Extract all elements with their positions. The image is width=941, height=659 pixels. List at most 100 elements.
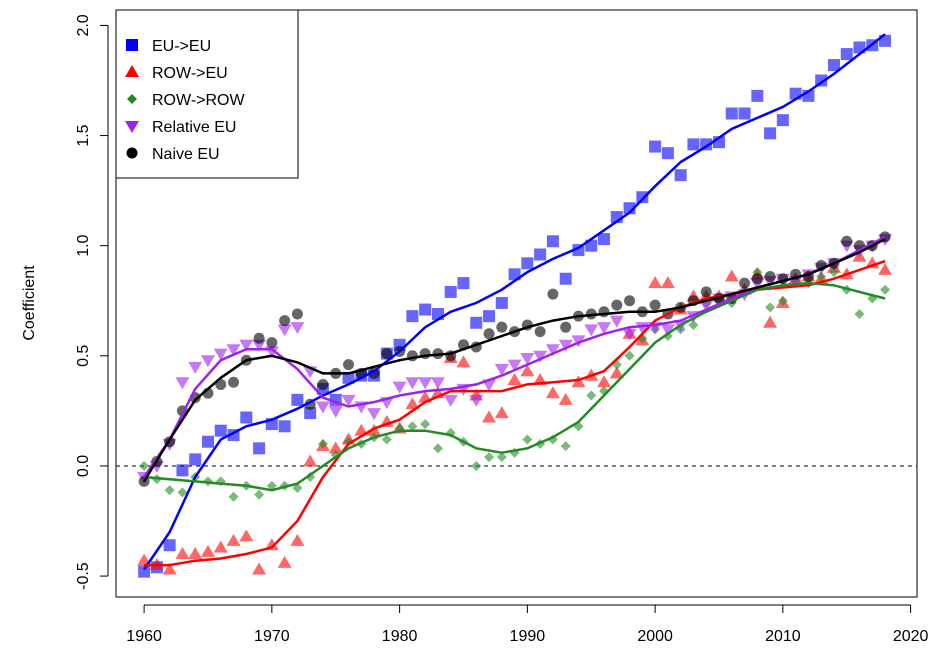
x-tick-label: 1980 (382, 628, 418, 645)
point (368, 367, 380, 379)
point (328, 441, 343, 454)
point (470, 316, 483, 329)
point (367, 408, 382, 421)
point (854, 308, 865, 319)
point (751, 273, 763, 285)
point (381, 434, 392, 445)
point (508, 268, 521, 281)
point (162, 562, 177, 575)
point (290, 322, 305, 335)
point (226, 344, 241, 357)
point (407, 421, 418, 432)
point (495, 296, 508, 309)
point (507, 359, 522, 372)
point (521, 257, 534, 270)
point (252, 562, 267, 575)
y-axis-label: Coefficient (21, 265, 38, 341)
point (520, 364, 535, 377)
point (558, 339, 573, 352)
point (560, 441, 571, 452)
point (660, 276, 675, 289)
point (277, 324, 292, 337)
point (253, 332, 265, 344)
point (559, 272, 572, 285)
point (776, 114, 789, 127)
legend: EU->EU ROW->EU ROW->ROW Relative EU Naive EU (115, 9, 299, 179)
point (290, 533, 305, 546)
point (725, 107, 738, 120)
point (699, 300, 714, 313)
point (522, 434, 533, 445)
point (420, 419, 431, 430)
point (880, 284, 891, 295)
point (189, 453, 202, 466)
point (252, 339, 267, 352)
legend-label: Naive EU (152, 146, 220, 163)
point (317, 438, 328, 449)
point (419, 303, 432, 316)
point (240, 411, 253, 424)
point (494, 364, 509, 377)
point (700, 286, 712, 298)
point (674, 169, 687, 182)
point (139, 460, 150, 471)
point (343, 436, 354, 447)
point (765, 302, 776, 313)
point (598, 306, 610, 318)
plot-box (115, 9, 918, 598)
point (279, 315, 291, 327)
point (624, 350, 635, 361)
point (213, 540, 228, 553)
point (739, 277, 751, 289)
point (609, 315, 624, 328)
point (201, 435, 214, 448)
legend-label: Relative EU (152, 119, 236, 136)
point (636, 191, 649, 204)
point (303, 454, 318, 467)
point (507, 373, 522, 386)
point (214, 424, 227, 437)
point (687, 138, 700, 151)
point (239, 529, 254, 542)
x-tick-label: 1960 (126, 628, 162, 645)
point (483, 310, 496, 323)
x-tick-label: 2020 (893, 628, 929, 645)
point (483, 328, 495, 340)
point (432, 443, 443, 454)
legend-box (115, 9, 299, 179)
point (430, 377, 445, 390)
point (200, 544, 215, 557)
point (406, 310, 419, 323)
point (533, 350, 548, 363)
point (405, 397, 420, 410)
point (444, 285, 457, 298)
legend-label: ROW->EU (152, 65, 228, 82)
point (624, 295, 636, 307)
point (471, 460, 482, 471)
y-tick-label: 2.0 (75, 14, 92, 36)
point (597, 322, 612, 335)
point (751, 89, 764, 102)
legend-marker (126, 39, 138, 51)
point (827, 59, 840, 72)
point (534, 248, 547, 261)
y-tick-label: 1.0 (75, 234, 92, 256)
point (597, 375, 612, 388)
point (443, 394, 458, 407)
y-tick-label: -0.5 (75, 562, 92, 590)
point (277, 555, 292, 568)
point (176, 464, 189, 477)
point (661, 147, 674, 160)
point (649, 299, 661, 311)
point (763, 315, 778, 328)
point (164, 485, 175, 496)
point (381, 348, 393, 360)
x-tick-label: 2010 (765, 628, 801, 645)
point (457, 277, 470, 290)
point (841, 235, 853, 247)
y-tick-label: 0.5 (75, 345, 92, 367)
legend-marker (125, 65, 139, 77)
point (496, 321, 508, 333)
y-tick-label: 1.5 (75, 124, 92, 146)
